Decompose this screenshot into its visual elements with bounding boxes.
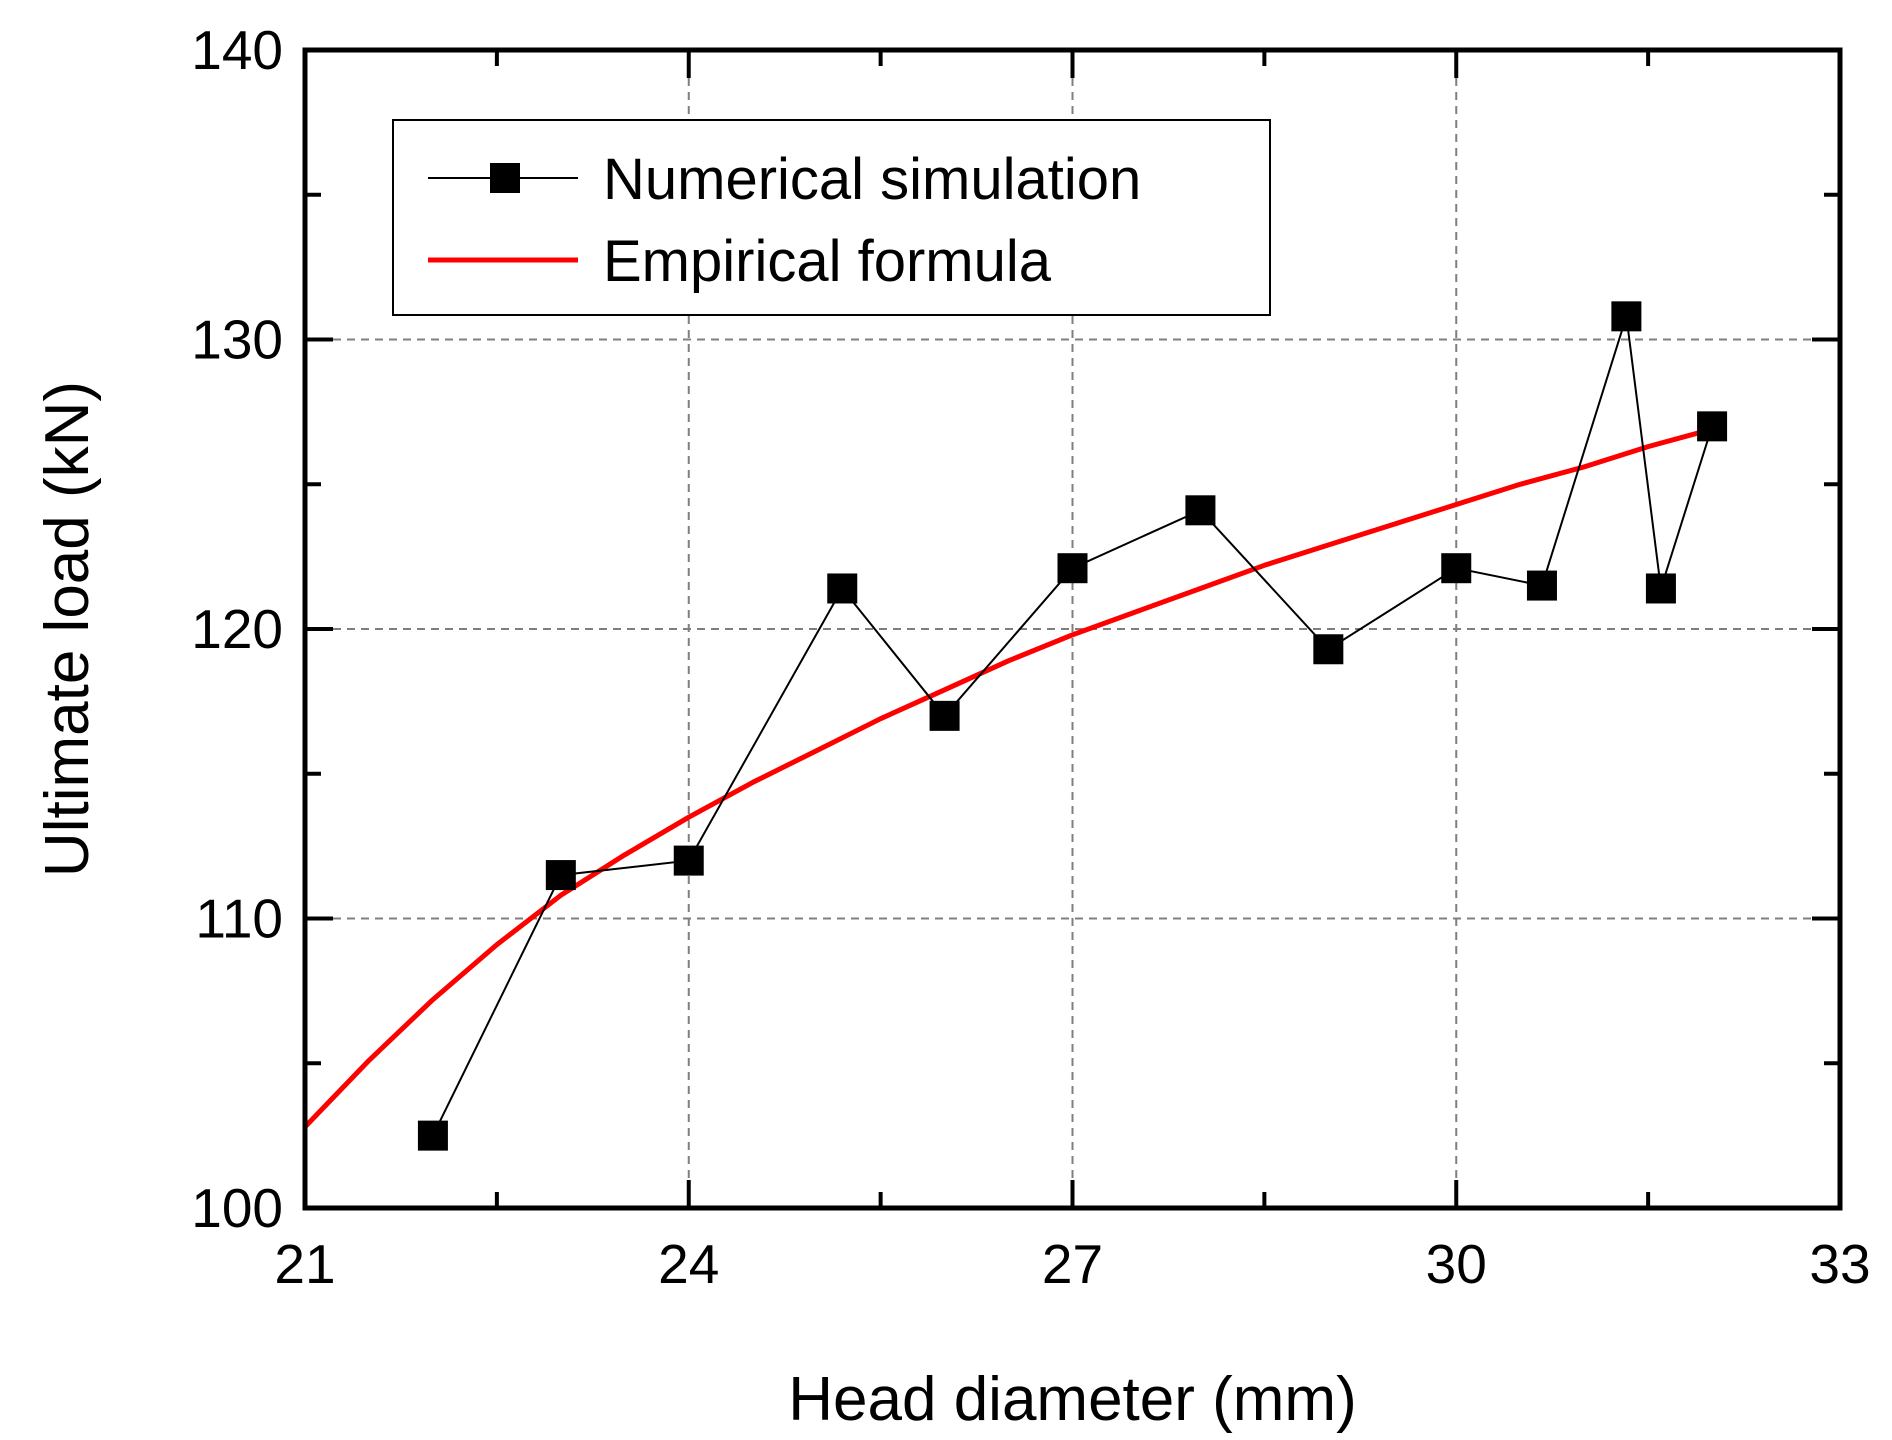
y-tick-label: 130 (191, 309, 283, 371)
legend-label-numerical-simulation: Numerical simulation (603, 147, 1141, 212)
data-point-numerical-simulation (1185, 495, 1216, 526)
data-point-numerical-simulation (827, 573, 858, 604)
legend-swatch-numerical-marker (490, 163, 520, 193)
y-tick-label: 110 (195, 888, 283, 950)
data-point-numerical-simulation (1526, 570, 1557, 601)
data-point-numerical-simulation (673, 845, 704, 876)
y-tick-label: 140 (191, 19, 283, 81)
y-tick-label: 120 (191, 598, 283, 660)
series-layer (303, 301, 1728, 1151)
data-point-numerical-simulation (545, 860, 576, 891)
legend: Numerical simulation Empirical formula (392, 119, 1271, 316)
data-point-numerical-simulation (1611, 301, 1642, 332)
ticks (303, 48, 1842, 1210)
grid (305, 50, 1840, 1208)
legend-label-empirical-formula: Empirical formula (603, 229, 1052, 294)
x-tick-label: 33 (1809, 1233, 1870, 1295)
y-tick-label: 100 (191, 1177, 283, 1239)
y-axis-title: Ultimate load (kN) (33, 381, 102, 877)
x-axis-title: Head diameter (mm) (788, 1365, 1356, 1434)
data-point-numerical-simulation (1313, 634, 1344, 665)
data-point-numerical-simulation (417, 1120, 448, 1151)
series-empirical-formula-line (303, 426, 1713, 1129)
axis-tick-labels: 21 24 27 30 33 100 110 120 130 140 (191, 19, 1870, 1295)
legend-box (392, 119, 1271, 316)
data-point-numerical-simulation (1057, 553, 1088, 584)
x-tick-label: 24 (658, 1233, 719, 1295)
data-point-numerical-simulation (1697, 411, 1728, 442)
data-point-numerical-simulation (1645, 573, 1676, 604)
x-tick-label: 30 (1426, 1233, 1487, 1295)
x-tick-label: 27 (1042, 1233, 1103, 1295)
x-tick-label: 21 (274, 1233, 335, 1295)
data-point-numerical-simulation (929, 700, 960, 731)
data-point-numerical-simulation (1441, 553, 1472, 584)
